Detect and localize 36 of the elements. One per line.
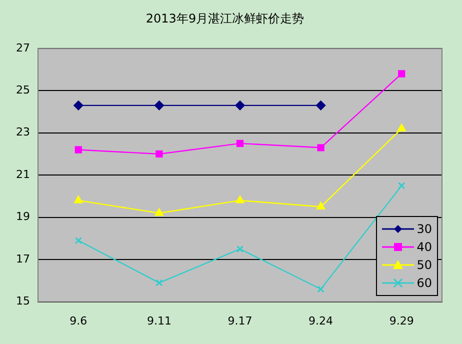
y-tick-label: 21 [16, 168, 30, 181]
x-tick-label: 9.11 [146, 314, 172, 328]
point [74, 236, 82, 244]
point [236, 245, 244, 253]
y-tick-label: 17 [16, 252, 30, 266]
x-tick-label: 9.24 [308, 314, 334, 328]
point [316, 100, 326, 110]
legend-label: 60 [416, 276, 432, 290]
point [236, 140, 244, 148]
y-tick-label: 15 [16, 294, 30, 308]
point [398, 182, 406, 190]
legend-label: 50 [416, 258, 432, 272]
point [154, 208, 164, 216]
point [235, 100, 245, 110]
point [317, 144, 324, 152]
x-tick-label: 9.29 [389, 314, 414, 328]
x-tick-label: 9.17 [228, 314, 252, 328]
point [74, 100, 84, 110]
y-tick-label: 23 [16, 126, 30, 139]
legend-label: 30 [416, 222, 432, 236]
legend-label: 40 [416, 240, 432, 254]
point [317, 286, 324, 293]
point [397, 124, 406, 132]
y-tick-label: 19 [16, 210, 30, 224]
y-tick-label: 25 [16, 83, 30, 96]
point [156, 279, 163, 286]
y-tick-label: 27 [16, 41, 30, 54]
x-tick-label: 9.6 [70, 314, 88, 328]
point [236, 196, 244, 204]
point [74, 146, 82, 154]
point [156, 150, 163, 158]
chart-title: 2013年9月湛江冰鲜虾价走势 [146, 11, 304, 26]
point [316, 202, 326, 210]
point [74, 196, 83, 204]
point [154, 100, 164, 110]
point [398, 70, 406, 78]
